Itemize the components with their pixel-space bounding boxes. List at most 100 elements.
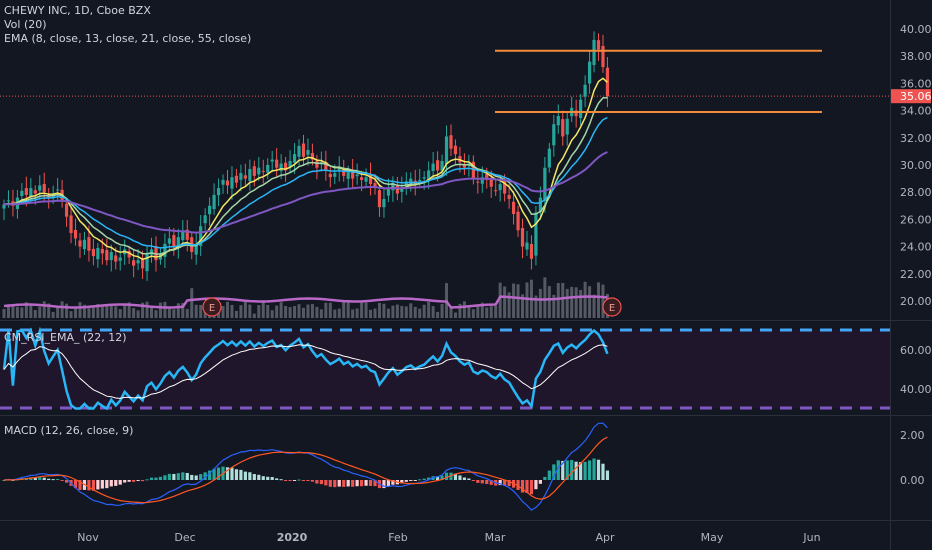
candle-body <box>418 179 422 182</box>
rsi-line <box>2 326 609 411</box>
price-axis-tick-label: 32.00 <box>900 132 932 145</box>
macd-histogram-bar <box>225 467 230 480</box>
time-axis-tick-label: May <box>701 531 724 544</box>
candle-body <box>511 201 516 214</box>
candle-body <box>225 180 230 186</box>
volume-bar <box>400 305 404 318</box>
volume-bar <box>136 310 140 318</box>
time-axis-tick-label: Dec <box>174 531 195 544</box>
macd-histogram-bar <box>109 480 113 487</box>
macd-histogram-bar <box>529 480 534 495</box>
macd-histogram-bar <box>132 480 136 482</box>
macd-histogram-bar <box>360 480 364 487</box>
price-axis-tick-label: 22.00 <box>900 268 932 281</box>
volume-bar <box>543 277 547 318</box>
macd-histogram-bar <box>167 473 171 480</box>
candle-body <box>185 229 189 240</box>
candle-body <box>297 145 301 157</box>
macd-histogram-bar <box>252 474 256 480</box>
volume-bar <box>360 301 364 318</box>
ema-legend: EMA (8, close, 13, close, 21, close, 55,… <box>4 32 252 45</box>
volume-bar <box>422 304 426 318</box>
candle-body <box>534 212 538 256</box>
candle-body <box>145 253 149 272</box>
volume-bar <box>145 301 149 318</box>
volume-bar <box>521 294 525 318</box>
time-axis-tick-label: Nov <box>77 531 99 544</box>
macd-histogram-bar <box>561 460 565 480</box>
macd-histogram-bar <box>418 479 422 481</box>
volume-bar <box>118 309 122 318</box>
candle-body <box>409 178 413 184</box>
volume-bar <box>507 292 511 318</box>
candle-body <box>462 164 467 168</box>
volume-bar <box>346 302 350 318</box>
volume-bar <box>2 309 6 318</box>
candle-body <box>333 173 337 177</box>
candle-body <box>592 39 596 65</box>
time-axis-tick-label: Apr <box>595 531 615 544</box>
candle-body <box>337 167 341 170</box>
macd-histogram-bar <box>587 460 592 480</box>
volume-bar <box>78 302 82 318</box>
macd-histogram-bar <box>266 476 270 480</box>
volume-bar <box>601 284 605 318</box>
volume-bar <box>377 302 381 318</box>
candle-body <box>199 226 203 246</box>
candle-body <box>127 250 131 258</box>
candle-body <box>516 211 520 231</box>
macd-histogram-bar <box>400 480 404 484</box>
macd-histogram-bar <box>337 480 341 487</box>
ema-line-55 <box>3 151 608 234</box>
candle-body <box>194 243 198 255</box>
macd-histogram-bar <box>351 480 355 487</box>
macd-histogram-bar <box>364 480 368 486</box>
macd-histogram-bar <box>342 480 346 487</box>
macd-histogram-bar <box>547 470 551 480</box>
volume-bar <box>597 282 601 318</box>
volume-bar <box>181 302 185 318</box>
volume-bar <box>516 284 520 318</box>
volume-bar <box>123 303 127 318</box>
candle-body <box>252 166 256 176</box>
macd-histogram-bar <box>149 477 154 480</box>
macd-histogram-bar <box>185 472 189 480</box>
candle-body <box>587 61 592 84</box>
macd-histogram-bar <box>525 480 529 493</box>
macd-histogram-bar <box>297 479 301 481</box>
volume-bar <box>163 301 167 318</box>
candle-body <box>583 84 587 97</box>
macd-histogram-bar <box>489 480 493 485</box>
macd-histogram-bar <box>60 480 64 481</box>
volume-bar <box>167 308 171 318</box>
candle-body <box>87 237 91 251</box>
volume-bar <box>494 305 498 318</box>
macd-histogram-bar <box>73 480 78 489</box>
volume-bar <box>29 303 33 318</box>
volume-bar <box>512 283 516 318</box>
candle-body <box>20 190 24 196</box>
volume-bar <box>226 301 229 318</box>
macd-histogram-bar <box>386 480 391 487</box>
volume-bar <box>114 306 118 318</box>
candle-body <box>176 237 180 248</box>
candle-body <box>480 177 484 184</box>
candle-body <box>38 185 42 191</box>
volume-bar <box>230 304 234 318</box>
candle-body <box>427 170 431 181</box>
macd-histogram-bar <box>140 480 145 482</box>
volume-bar <box>476 304 480 318</box>
macd-histogram-bar <box>190 474 194 480</box>
candle-body <box>596 40 601 50</box>
candle-body <box>33 190 37 194</box>
volume-bar <box>56 306 60 318</box>
macd-histogram-bar <box>605 470 610 480</box>
candle-body <box>167 238 171 244</box>
volume-bar <box>306 304 310 318</box>
macd-histogram-bar <box>444 472 449 480</box>
ema-line-13 <box>3 96 608 255</box>
earnings-marker-label: E <box>209 303 215 314</box>
macd-histogram-bar <box>230 467 234 480</box>
volume-bar <box>284 306 288 318</box>
